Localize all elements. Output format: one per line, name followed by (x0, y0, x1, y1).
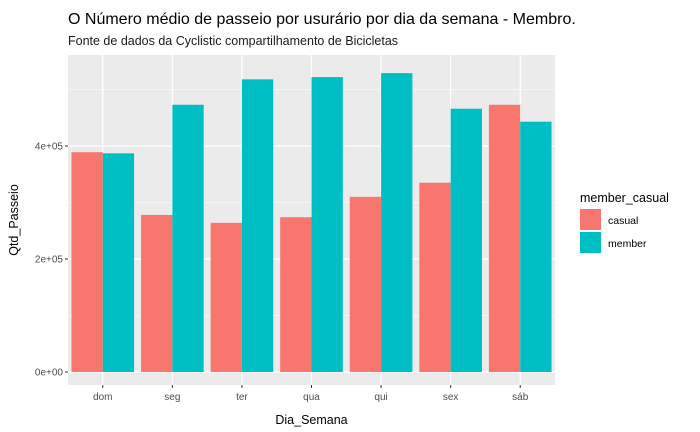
x-tick-label: qua (303, 392, 320, 403)
x-tick-label: dom (93, 392, 112, 403)
bar-member-sáb (520, 121, 552, 372)
chart-subtitle: Fonte de dados da Cyclistic compartilham… (68, 34, 398, 48)
bar-casual-qua (280, 217, 312, 372)
bar-member-qui (381, 73, 413, 373)
bar-casual-dom (71, 152, 103, 372)
x-tick-label: sáb (512, 392, 529, 403)
bar-casual-qui (349, 196, 382, 372)
y-tick-label: 4e+05 (35, 142, 64, 153)
bar-casual-seg (141, 214, 173, 372)
bars (71, 73, 552, 373)
legend-label-casual: casual (608, 215, 638, 227)
y-axis-title: Qtd_Passeio (7, 184, 21, 256)
chart-title: O Número médio de passeio por usurário p… (68, 11, 576, 28)
legend-label-member: member (608, 238, 647, 250)
bar-casual-ter (210, 222, 242, 372)
x-tick-label: seg (164, 392, 180, 403)
x-axis: dom seg ter qua qui sex sáb (93, 385, 529, 403)
bar-member-ter (241, 79, 274, 372)
legend-key-member (580, 232, 601, 253)
bar-member-dom (102, 153, 135, 372)
bar-member-seg (172, 104, 204, 372)
y-tick-label: 2e+05 (35, 255, 64, 266)
x-axis-title: Dia_Semana (275, 413, 347, 427)
bar-casual-sáb (488, 104, 521, 372)
bar-member-sex (450, 108, 482, 373)
y-axis: 0e+00 2e+05 4e+05 (35, 142, 68, 379)
x-tick-label: sex (443, 392, 459, 403)
legend-key-casual (580, 209, 601, 230)
bar-casual-sex (419, 182, 451, 372)
legend-title: member_casual (580, 191, 669, 205)
x-tick-label: qui (374, 392, 387, 403)
y-tick-label: 0e+00 (35, 368, 64, 379)
x-tick-label: ter (236, 392, 248, 403)
bar-member-qua (311, 77, 343, 372)
legend: member_casual casual member (580, 191, 669, 253)
